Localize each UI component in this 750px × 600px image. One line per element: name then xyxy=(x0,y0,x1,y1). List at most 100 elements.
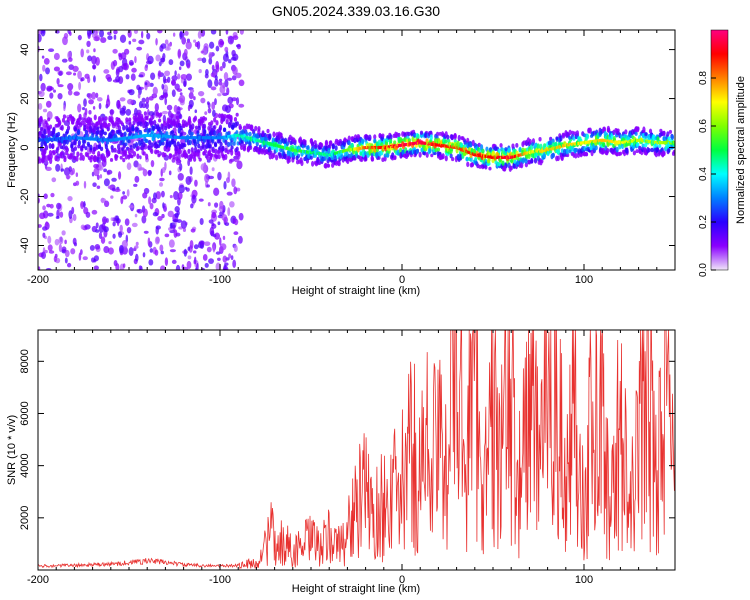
heatmap-cell xyxy=(101,216,108,225)
heatmap-cell xyxy=(213,142,218,148)
heatmap-cell xyxy=(100,37,107,43)
heatmap-cell xyxy=(80,120,84,126)
heatmap-cell xyxy=(456,146,459,150)
heatmap-cell xyxy=(56,131,61,137)
heatmap-cell xyxy=(49,92,54,99)
heatmap-cell xyxy=(127,30,132,38)
heatmap-cell xyxy=(224,139,228,146)
heatmap-cell xyxy=(119,97,126,102)
heatmap-cell xyxy=(200,163,207,171)
heatmap-cell xyxy=(667,136,671,141)
heatmap-cell xyxy=(218,136,220,140)
heatmap-cell xyxy=(172,32,176,37)
heatmap-cell xyxy=(188,91,194,100)
heatmap-cell xyxy=(154,236,160,245)
heatmap-cell xyxy=(217,221,221,226)
heatmap-cell xyxy=(159,244,164,252)
heatmap-cell xyxy=(202,136,205,140)
heatmap-cell xyxy=(498,155,501,159)
heatmap-cell xyxy=(137,92,141,99)
heatmap-cell xyxy=(105,73,112,80)
heatmap-cell xyxy=(52,151,56,156)
heatmap-cell xyxy=(63,157,67,163)
heatmap-cell xyxy=(199,218,204,226)
heatmap-cell xyxy=(193,115,198,122)
heatmap-cell xyxy=(127,139,131,144)
heatmap-cell xyxy=(47,235,52,244)
heatmap-cell xyxy=(205,175,209,179)
heatmap-cell xyxy=(524,157,528,164)
heatmap-cell xyxy=(53,52,60,61)
heatmap-cell xyxy=(174,135,177,139)
heatmap-cell xyxy=(441,153,445,160)
heatmap-cell xyxy=(446,134,450,140)
heatmap-cell xyxy=(142,192,148,199)
heatmap-cell xyxy=(150,148,154,155)
heatmap-cell xyxy=(189,88,195,93)
heatmap-cell xyxy=(349,148,352,152)
heatmap-cell xyxy=(326,163,331,168)
heatmap-cell xyxy=(453,133,457,140)
heatmap-cell xyxy=(523,152,526,156)
heatmap-cell xyxy=(342,149,345,153)
heatmap-cell xyxy=(235,121,239,126)
heatmap-cell xyxy=(653,140,656,144)
heatmap-cell xyxy=(185,175,192,185)
heatmap-cell xyxy=(582,141,585,145)
heatmap-cell xyxy=(228,159,233,164)
heatmap-cell xyxy=(145,116,149,121)
heatmap-cell xyxy=(174,70,177,77)
heatmap-cell xyxy=(193,156,197,162)
heatmap-cell xyxy=(584,151,588,157)
heatmap-cell xyxy=(223,114,227,120)
heatmap-cell xyxy=(103,168,108,173)
heatmap-cell xyxy=(215,119,219,126)
heatmap-cell xyxy=(225,105,231,114)
heatmap-cell xyxy=(230,255,234,260)
heatmap-cell xyxy=(43,148,47,155)
heatmap-cell xyxy=(136,145,140,151)
heatmap-cell xyxy=(309,155,313,160)
heatmap-cell xyxy=(218,81,223,86)
heatmap-cell xyxy=(92,146,96,152)
heatmap-cell xyxy=(412,133,417,138)
heatmap-cell xyxy=(216,149,220,155)
heatmap-cell xyxy=(106,126,110,132)
heatmap-cell xyxy=(441,143,443,148)
heatmap-cell xyxy=(174,206,180,213)
heatmap-cell xyxy=(89,137,92,141)
heatmap-cell xyxy=(185,40,192,50)
heatmap-cell xyxy=(65,136,68,140)
heatmap-cell xyxy=(642,126,646,133)
heatmap-cell xyxy=(237,133,240,137)
colorbar: 0.0 0.2 0.4 0.6 0.8 Normalized spectral ampl… xyxy=(698,29,747,277)
heatmap-cell xyxy=(387,145,390,149)
heatmap-cell xyxy=(156,149,160,154)
heatmap-cell xyxy=(559,144,562,149)
heatmap-cell xyxy=(138,39,145,45)
bottom-x-axis-label: Height of straight line (km) xyxy=(292,583,420,595)
heatmap-cell xyxy=(191,123,195,130)
heatmap-cell xyxy=(219,40,225,46)
heatmap-cell xyxy=(190,136,192,140)
heatmap-cell xyxy=(88,110,92,115)
heatmap-cell xyxy=(567,143,569,147)
heatmap-cell xyxy=(48,48,55,52)
heatmap-cell xyxy=(119,224,123,233)
heatmap-cell xyxy=(666,131,670,137)
heatmap-cell xyxy=(159,112,163,117)
heatmap-cell xyxy=(72,136,75,140)
colorbar-tick-label: 0.2 xyxy=(698,215,709,229)
heatmap-cell xyxy=(632,139,634,143)
heatmap-cell xyxy=(65,174,71,179)
heatmap-cell xyxy=(581,145,585,152)
heatmap-cell xyxy=(209,152,213,160)
heatmap-cell xyxy=(109,138,112,142)
heatmap-cell xyxy=(49,153,53,160)
heatmap-cell xyxy=(173,229,178,238)
heatmap-cell xyxy=(100,198,107,203)
heatmap-cell xyxy=(350,136,354,141)
heatmap-cell xyxy=(171,89,176,97)
heatmap-cell xyxy=(397,143,400,148)
heatmap-cell xyxy=(421,141,424,145)
